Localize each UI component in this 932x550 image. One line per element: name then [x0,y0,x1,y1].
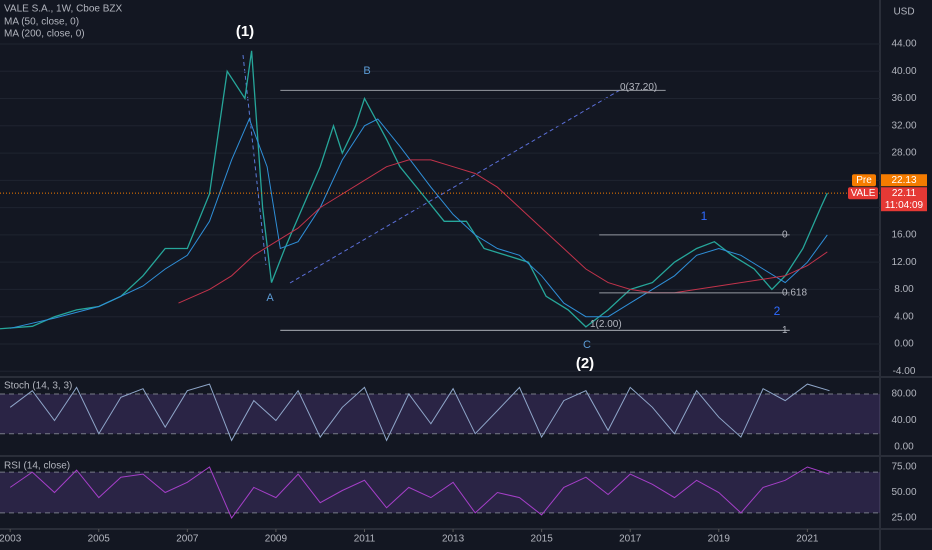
pane-title: RSI (14, close) [4,461,70,472]
x-tick-label: 2007 [176,534,199,545]
y-tick-label: 0.00 [894,339,914,350]
trend-line [289,89,621,284]
pre-label: Pre [856,175,872,186]
pre-box [852,174,876,187]
x-tick-label: 2019 [708,534,731,545]
wave-label: (1) [236,23,254,40]
y-tick-label: 4.00 [894,311,914,322]
y-tick-label: 40.00 [891,415,916,426]
x-tick-label: 2013 [442,534,465,545]
wave-label: C [583,339,591,351]
y-tick-label: 28.00 [891,148,916,159]
y-tick-label: 80.00 [891,389,916,400]
y-tick-label: 16.00 [891,230,916,241]
y-tick-label: 8.00 [894,284,914,295]
y-tick-label: 36.00 [891,93,916,104]
band-fill [0,394,880,434]
x-tick-label: 2003 [0,534,22,545]
series-line [10,117,828,329]
wave-label: 2 [774,304,781,318]
countdown: 11:04:09 [885,200,924,211]
wave-label: B [363,65,370,77]
y-tick-label: 12.00 [891,257,916,268]
y-tick-label: 40.00 [891,66,916,77]
pre-price-box [881,174,927,187]
series-line [9,466,830,520]
close-price: 22.11 [892,188,917,199]
fib-label: 0(37.20) [620,82,657,93]
pre-price: 22.13 [891,175,916,186]
x-tick-label: 2011 [354,534,376,545]
band-fill [0,472,880,513]
series-line [178,159,828,304]
y-tick-label: 44.00 [891,39,916,50]
wave-label: A [266,292,274,304]
y-tick-label: 50.00 [891,487,916,498]
x-tick-label: 2021 [796,534,819,545]
fib-label: 0.618 [782,287,807,298]
y-tick-label: 32.00 [891,120,916,131]
chart-title: VALE S.A., 1W, Cboe BZX [4,4,123,15]
symbol-label: VALE [851,188,876,199]
y-tick-label: 25.00 [891,513,916,524]
wave-label: (2) [576,355,594,372]
wave-label: 1 [701,209,708,223]
fib-label: 1 [782,325,788,336]
y-tick-label: 75.00 [891,462,916,473]
y-tick-label: 0.00 [894,442,914,453]
currency-label: USD [893,7,914,18]
x-tick-label: 2009 [265,534,288,545]
x-tick-label: 2005 [88,534,111,545]
close-box [881,187,927,212]
symbol-box [848,187,878,200]
series-line [9,383,830,442]
fib-label: 1(2.00) [590,319,622,330]
x-tick-label: 2017 [619,534,642,545]
price-line [0,50,828,330]
y-tick-label: -4.00 [893,366,916,377]
x-tick-label: 2015 [531,534,554,545]
fib-label: 0 [782,230,788,241]
legend-entry: MA (50, close, 0) [4,17,79,28]
trend-line [242,54,267,266]
legend-entry: MA (200, close, 0) [4,29,85,40]
pane-title: Stoch (14, 3, 3) [4,381,72,392]
